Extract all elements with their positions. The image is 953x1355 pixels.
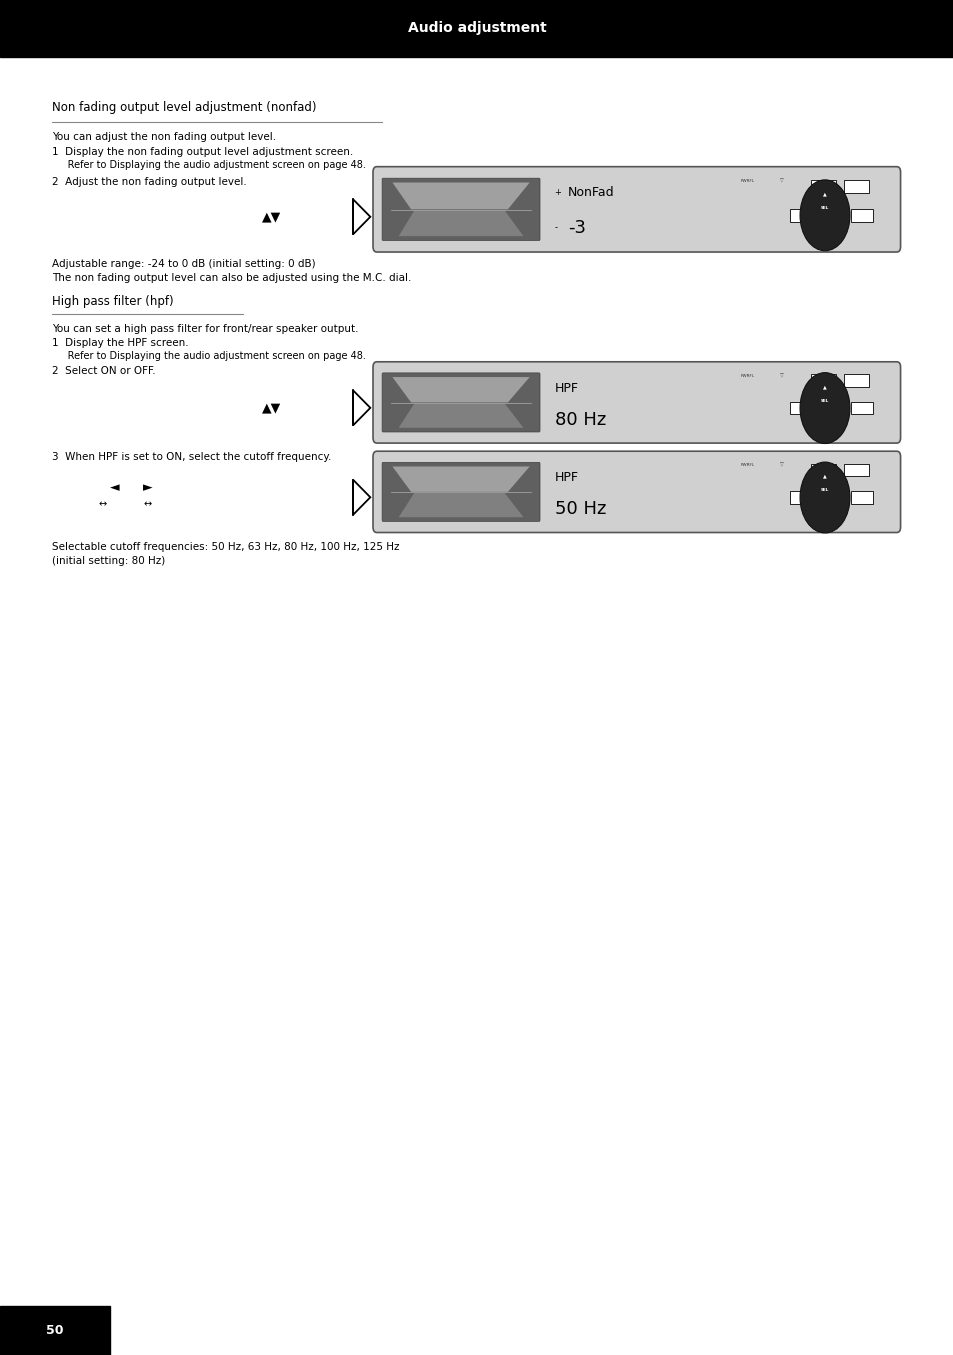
Polygon shape [392,183,529,210]
Bar [850,491,872,504]
Text: SEL: SEL [820,398,828,402]
Text: 3  When HPF is set to ON, select the cutoff frequency.: 3 When HPF is set to ON, select the cuto… [52,451,332,462]
Text: 2  Select ON or OFF.: 2 Select ON or OFF. [52,366,156,377]
Polygon shape [398,404,523,428]
Circle shape [800,462,849,533]
Text: ▲: ▲ [822,385,826,389]
Text: 1  Display the non fading output level adjustment screen.: 1 Display the non fading output level ad… [52,146,354,157]
Text: 80 Hz: 80 Hz [554,411,605,430]
Text: ▲: ▲ [822,191,826,196]
Text: ▽: ▽ [779,179,782,183]
Text: ▽: ▽ [779,373,782,378]
FancyBboxPatch shape [373,451,900,533]
Polygon shape [398,493,523,518]
Polygon shape [392,377,529,402]
Bar [0,0,953,57]
Text: You can set a high pass filter for front/rear speaker output.: You can set a high pass filter for front… [52,324,358,335]
Circle shape [800,180,849,251]
FancyBboxPatch shape [382,373,539,432]
Bar [850,401,872,415]
Text: ↔: ↔ [98,499,106,509]
Text: ►: ► [143,481,152,495]
Text: PWRFL: PWRFL [740,179,754,183]
Text: Non fading output level adjustment (nonfad): Non fading output level adjustment (nonf… [52,100,316,114]
FancyBboxPatch shape [382,179,539,241]
FancyBboxPatch shape [382,462,539,522]
Text: ↔: ↔ [144,499,152,509]
Bar [842,179,868,192]
Bar [789,401,811,415]
Text: Selectable cutoff frequencies: 50 Hz, 63 Hz, 80 Hz, 100 Hz, 125 Hz: Selectable cutoff frequencies: 50 Hz, 63… [52,542,399,553]
Bar [810,374,835,388]
Circle shape [800,373,849,443]
Polygon shape [811,432,837,436]
FancyBboxPatch shape [373,167,900,252]
Text: HPF: HPF [554,472,578,484]
Text: ▲▼: ▲▼ [262,401,281,415]
Text: The non fading output level can also be adjusted using the M.C. dial.: The non fading output level can also be … [52,272,412,283]
Text: 1  Display the HPF screen.: 1 Display the HPF screen. [52,337,189,348]
FancyBboxPatch shape [373,362,900,443]
Polygon shape [398,210,523,236]
Polygon shape [811,241,837,245]
Text: -: - [554,224,558,233]
Bar [810,179,835,192]
Text: 50 Hz: 50 Hz [554,500,605,519]
Text: ◄: ◄ [110,481,119,495]
Text: 50: 50 [46,1324,63,1337]
Text: PWRFL: PWRFL [740,374,754,378]
Polygon shape [392,466,529,492]
Bar [842,374,868,388]
Bar [850,209,872,222]
Text: 2  Adjust the non fading output level.: 2 Adjust the non fading output level. [52,176,247,187]
Text: High pass filter (hpf): High pass filter (hpf) [52,294,173,308]
Text: PWRFL: PWRFL [740,463,754,467]
Text: Audio adjustment: Audio adjustment [407,22,546,35]
Text: Refer to Displaying the audio adjustment screen on page 48.: Refer to Displaying the audio adjustment… [52,351,366,362]
Bar [810,463,835,477]
Text: You can adjust the non fading output level.: You can adjust the non fading output lev… [52,131,276,142]
Text: HPF: HPF [554,382,578,394]
Text: NonFad: NonFad [567,187,614,199]
Text: Adjustable range: -24 to 0 dB (initial setting: 0 dB): Adjustable range: -24 to 0 dB (initial s… [52,259,315,270]
Text: -3: -3 [567,220,585,237]
Polygon shape [811,522,837,526]
Bar [0,1306,110,1355]
Text: ▲: ▲ [822,474,826,478]
Text: (initial setting: 80 Hz): (initial setting: 80 Hz) [52,556,166,566]
Text: SEL: SEL [820,488,828,492]
Text: +: + [554,188,561,198]
Text: ▲▼: ▲▼ [262,210,281,224]
Bar [789,491,811,504]
Bar [789,209,811,222]
Text: Refer to Displaying the audio adjustment screen on page 48.: Refer to Displaying the audio adjustment… [52,160,366,171]
Text: ▽: ▽ [779,462,782,467]
Bar [842,463,868,477]
Text: SEL: SEL [820,206,828,210]
